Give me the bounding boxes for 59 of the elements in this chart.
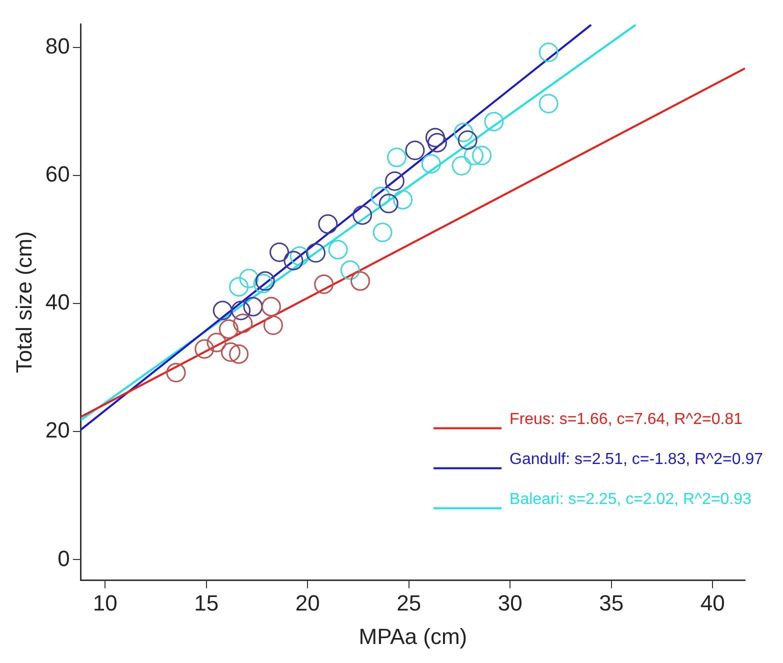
point — [458, 130, 478, 150]
x-tick-label: 25 — [396, 590, 422, 616]
point — [239, 268, 259, 288]
point — [261, 296, 281, 316]
y-tick-label: 60 — [45, 161, 70, 186]
point — [220, 342, 240, 362]
point — [484, 112, 504, 132]
y-axis-title: Total size (cm) — [11, 231, 36, 374]
point — [384, 171, 404, 191]
point — [328, 240, 348, 260]
point — [464, 146, 484, 166]
point — [538, 42, 558, 62]
point — [393, 190, 413, 210]
point — [314, 274, 334, 294]
point — [233, 314, 253, 334]
legend-label: Gandulf: s=2.51, c=-1.83, R^2=0.97 — [510, 451, 764, 468]
point — [212, 300, 232, 320]
point — [427, 132, 447, 152]
point — [386, 148, 406, 168]
point — [405, 140, 425, 160]
point — [231, 300, 251, 320]
point — [340, 260, 360, 280]
legend-label: Baleari: s=2.25, c=2.02, R^2=0.93 — [510, 491, 752, 508]
point — [229, 344, 249, 364]
x-tick-label: 20 — [295, 590, 320, 616]
x-tick-label: 15 — [194, 590, 219, 616]
x-tick-label: 35 — [599, 590, 624, 616]
point — [452, 156, 472, 176]
point — [352, 205, 372, 225]
point — [243, 296, 263, 316]
point — [370, 186, 390, 206]
point — [306, 243, 326, 263]
point — [425, 128, 445, 148]
x-tick-label: 10 — [92, 590, 118, 616]
y-tick-label: 80 — [45, 33, 70, 58]
point — [194, 339, 214, 359]
point — [206, 332, 226, 352]
point — [229, 277, 249, 297]
point — [472, 146, 492, 166]
x-axis-title: MPAa (cm) — [358, 624, 468, 649]
point — [284, 250, 304, 270]
legend-label: Freus: s=1.66, c=7.64, R^2=0.81 — [510, 411, 743, 428]
x-tick-label: 40 — [700, 590, 725, 616]
point — [538, 94, 558, 114]
y-tick-label: 40 — [45, 290, 70, 315]
point — [454, 122, 474, 142]
point — [318, 214, 338, 234]
point — [350, 271, 370, 291]
point — [270, 242, 290, 262]
y-tick-label: 20 — [45, 418, 70, 443]
point — [372, 222, 392, 242]
point — [263, 316, 283, 336]
point — [378, 194, 398, 214]
y-tick-label: 0 — [58, 546, 70, 571]
point — [218, 319, 238, 339]
point — [421, 154, 441, 174]
point — [166, 362, 186, 382]
x-tick-label: 30 — [498, 590, 522, 616]
point — [290, 246, 310, 266]
